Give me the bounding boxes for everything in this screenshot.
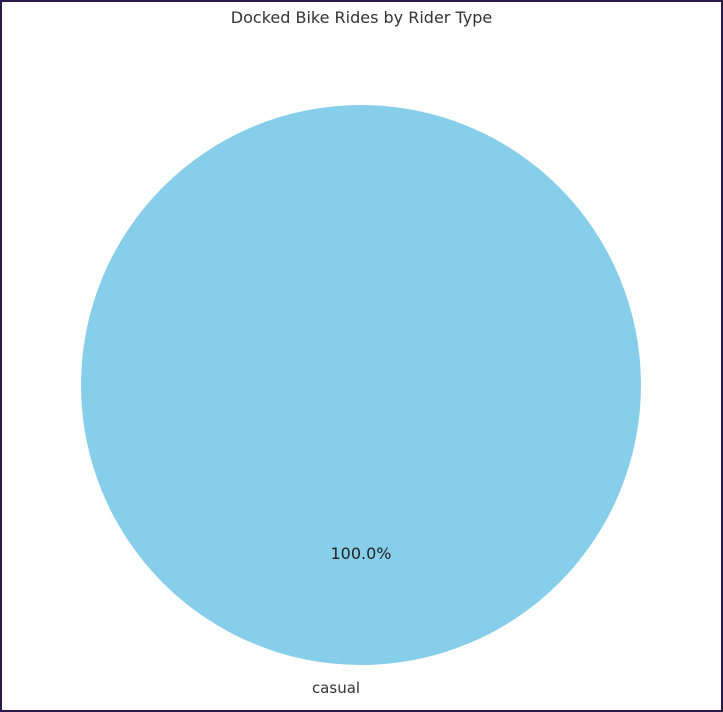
pie-slices bbox=[81, 105, 641, 665]
pie-percent-label: 100.0% bbox=[330, 544, 391, 563]
pie-labels: 100.0% casual bbox=[312, 544, 392, 697]
pie-slice-casual bbox=[81, 105, 641, 665]
pie-category-label: casual bbox=[312, 679, 360, 697]
chart-title: Docked Bike Rides by Rider Type bbox=[230, 8, 493, 27]
